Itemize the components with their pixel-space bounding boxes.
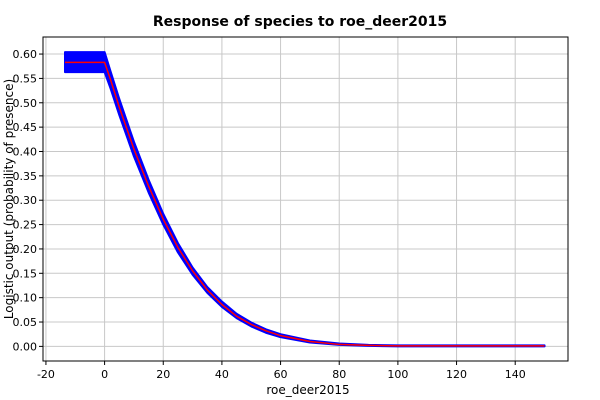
y-tick-label: 0.20 [13, 243, 38, 256]
y-tick-label: 0.00 [13, 340, 38, 353]
x-tick-label: 140 [505, 368, 526, 381]
y-tick-label: 0.05 [13, 316, 38, 329]
y-axis-label: Logistic output (probability of presence… [2, 79, 16, 319]
x-tick-label: 80 [332, 368, 346, 381]
x-tick-label: -20 [37, 368, 55, 381]
x-tick-label: 40 [215, 368, 229, 381]
mean-response-line [64, 61, 545, 347]
mean-response-layer [64, 61, 545, 347]
plot-frame [42, 36, 569, 362]
y-tick-layer: 0.00 0.05 0.10 0.15 0.20 0.25 0.30 0.35 0.40 0.45… [13, 48, 43, 353]
y-tick-label: 0.45 [13, 121, 38, 134]
x-axis-label: roe_deer2015 [266, 383, 349, 397]
x-tick-label: 120 [446, 368, 467, 381]
y-tick-label: 0.55 [13, 72, 38, 85]
y-tick-label: 0.60 [13, 48, 38, 61]
x-tick-label: 20 [156, 368, 170, 381]
chart-title: Response of species to roe_deer2015 [153, 14, 447, 30]
y-tick-label: 0.30 [13, 194, 38, 207]
y-tick-label: 0.10 [13, 292, 38, 305]
x-tick-label: 60 [274, 368, 288, 381]
grid-layer [43, 37, 568, 361]
y-tick-label: 0.50 [13, 97, 38, 110]
y-tick-label: 0.25 [13, 219, 38, 232]
x-tick-layer: -20 0 20 40 60 80 100 120 140 [37, 361, 526, 381]
x-tick-label: 100 [387, 368, 408, 381]
y-tick-label: 0.35 [13, 170, 38, 183]
y-tick-label: 0.15 [13, 267, 38, 280]
y-tick-label: 0.40 [13, 145, 38, 158]
x-tick-label: 0 [101, 368, 108, 381]
